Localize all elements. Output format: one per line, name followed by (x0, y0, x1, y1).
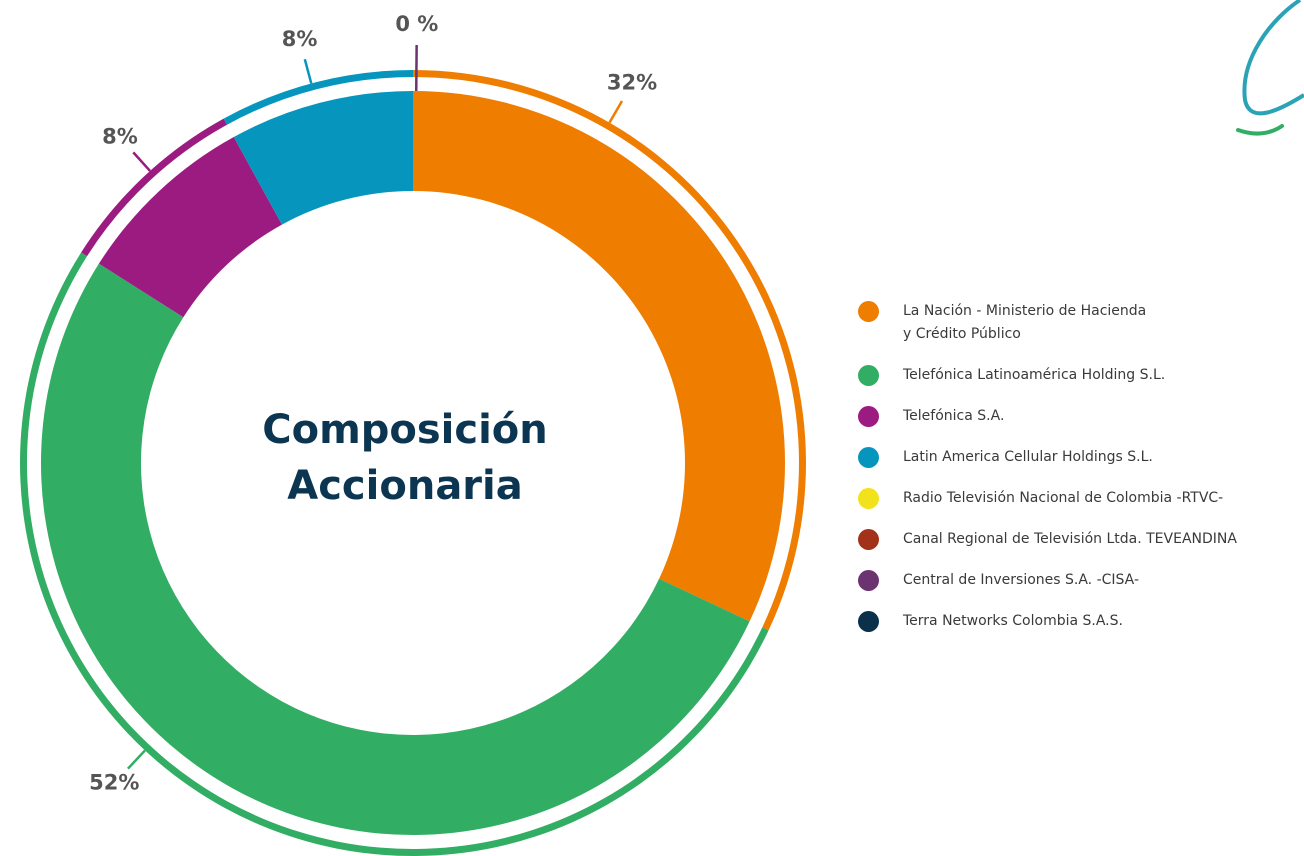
outer-ring-slice (81, 118, 228, 257)
legend-label: La Nación - Ministerio de Hacienda y Cré… (903, 303, 1147, 342)
data-label: 8% (102, 125, 138, 149)
legend-item: Telefónica S.A. (858, 405, 1237, 428)
leader-line (132, 151, 151, 172)
legend-item: Radio Televisión Nacional de Colombia -R… (858, 487, 1237, 510)
legend-swatch (858, 488, 879, 509)
legend-swatch (858, 570, 879, 591)
legend-swatch (858, 529, 879, 550)
legend-item: Latin America Cellular Holdings S.L. (858, 446, 1237, 469)
legend-label: Radio Televisión Nacional de Colombia -R… (903, 490, 1224, 506)
legend-swatch (858, 406, 879, 427)
legend: La Nación - Ministerio de Hacienda y Cré… (858, 300, 1237, 651)
legend-label: Central de Inversiones S.A. -CISA- (903, 572, 1140, 588)
chart-title: Composición (262, 407, 548, 453)
outer-ring-slice (413, 70, 806, 631)
data-label: 52% (89, 770, 139, 794)
legend-label: Terra Networks Colombia S.A.S. (903, 613, 1123, 629)
leader-line (303, 58, 313, 84)
donut-slice (98, 137, 282, 318)
decoration (1236, 124, 1284, 136)
legend-item: La Nación - Ministerio de Hacienda y Cré… (858, 300, 1237, 346)
data-label: 0 % (395, 12, 438, 36)
legend-swatch (858, 611, 879, 632)
legend-swatch (858, 301, 879, 322)
legend-swatch (858, 447, 879, 468)
legend-item: Central de Inversiones S.A. -CISA- (858, 569, 1237, 592)
legend-label: Latin America Cellular Holdings S.L. (903, 449, 1153, 465)
legend-label: Canal Regional de Televisión Ltda. TEVEA… (903, 531, 1237, 547)
legend-item: Terra Networks Colombia S.A.S. (858, 610, 1237, 633)
legend-item: Telefónica Latinoamérica Holding S.L. (858, 364, 1237, 387)
outer-ring-slice (223, 70, 413, 125)
legend-item: Canal Regional de Televisión Ltda. TEVEA… (858, 528, 1237, 551)
data-label: 8% (282, 27, 318, 51)
decoration (1242, 0, 1304, 116)
donut-slice (40, 263, 750, 836)
donut-slice (233, 91, 413, 225)
donut-slice (413, 91, 785, 622)
legend-swatch (858, 365, 879, 386)
legend-label: Telefónica S.A. (903, 408, 1005, 424)
leader-line (127, 749, 146, 770)
leader-line (608, 100, 624, 124)
legend-label: Telefónica Latinoamérica Holding S.L. (903, 367, 1166, 383)
data-label: 32% (607, 71, 657, 95)
chart-title: Accionaria (287, 463, 522, 509)
